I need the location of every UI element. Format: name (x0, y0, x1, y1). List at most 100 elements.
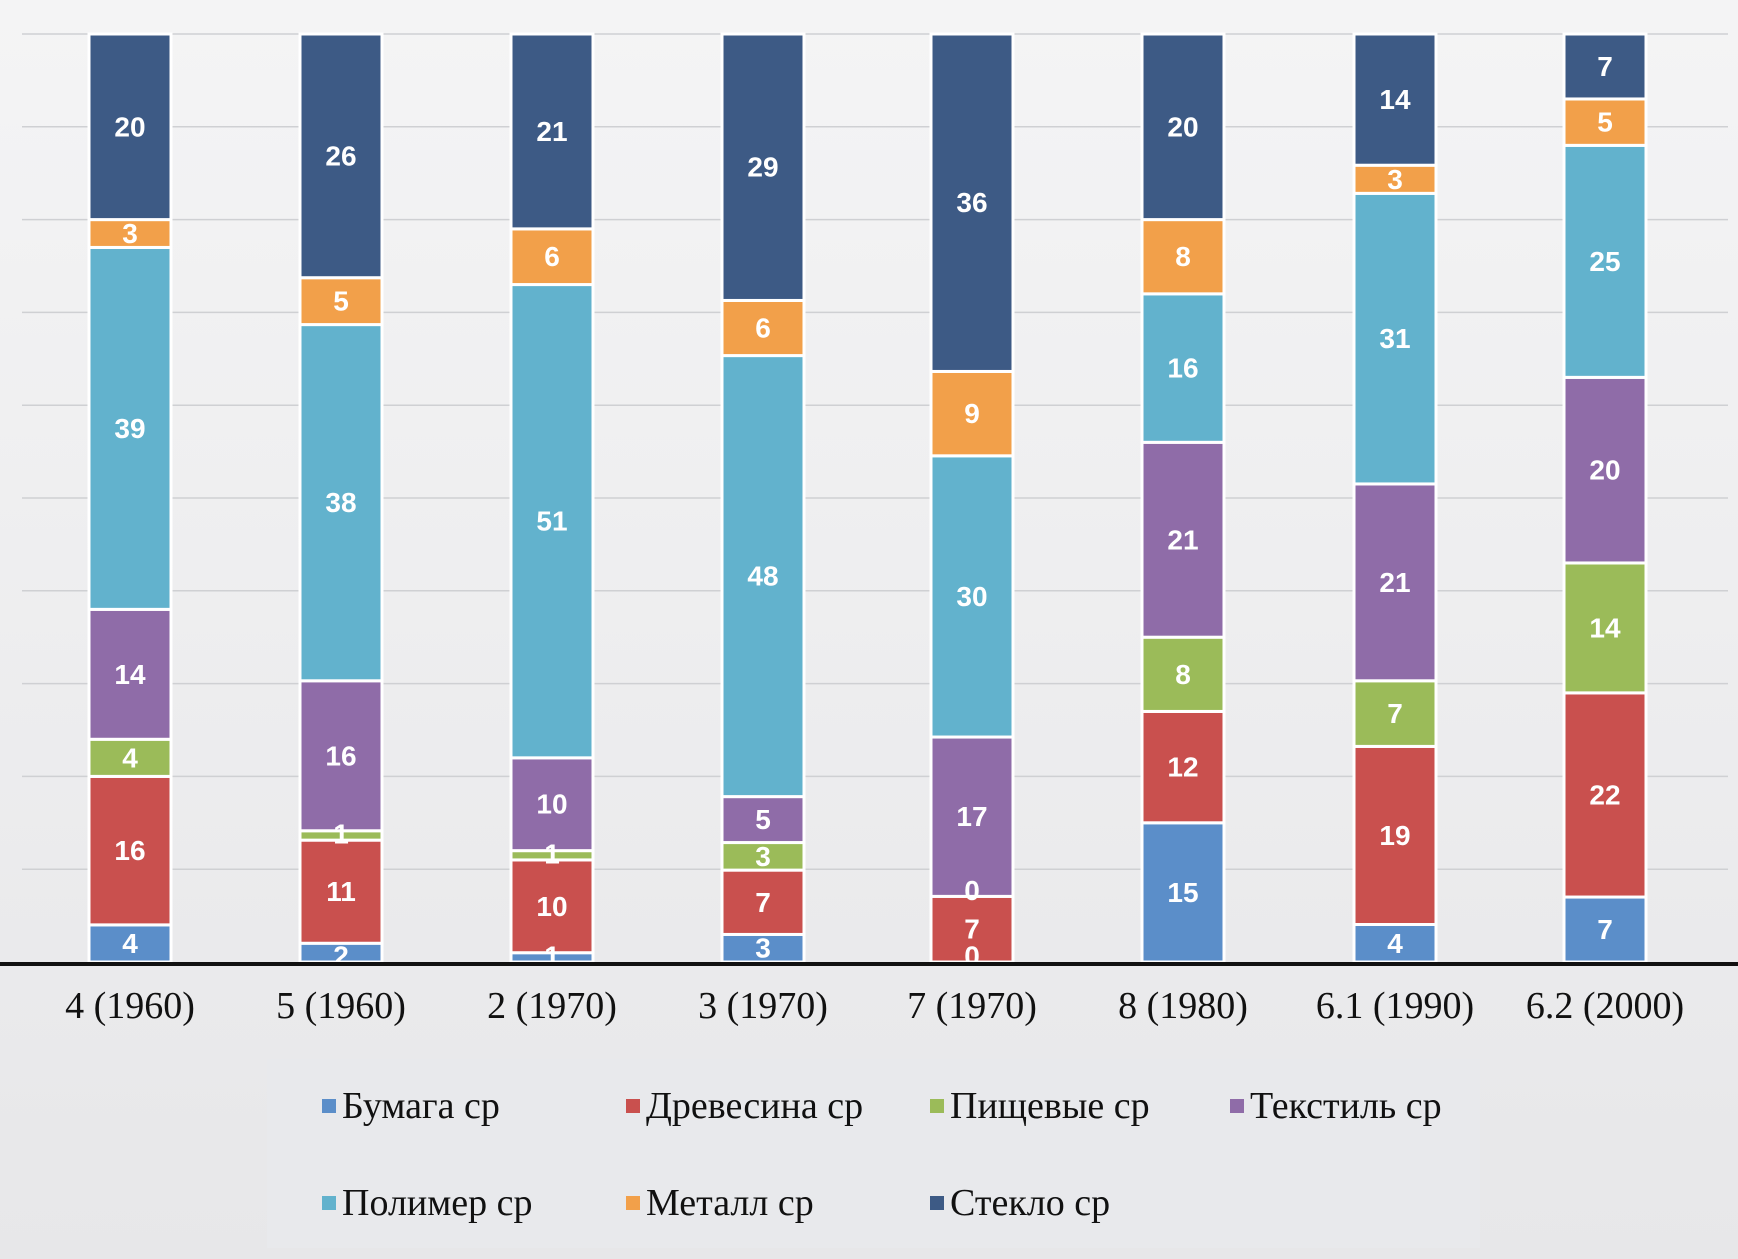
data-label-0-0: 4 (122, 928, 138, 959)
data-label-5-4: 9 (964, 398, 980, 429)
data-label-5-0: 3 (122, 218, 138, 249)
data-label-5-7: 5 (1597, 107, 1613, 138)
data-label-6-2: 21 (536, 116, 567, 147)
data-label-2-5: 8 (1175, 659, 1191, 690)
data-label-0-4: 0 (964, 941, 980, 972)
data-label-3-7: 20 (1589, 455, 1620, 486)
data-label-2-7: 14 (1589, 612, 1621, 643)
legend-swatch-6 (930, 1196, 944, 1210)
bar-4-4 (929, 454, 1015, 739)
data-label-2-6: 7 (1387, 698, 1403, 729)
bar-5-1 (298, 276, 384, 327)
legend-swatch-2 (930, 1099, 944, 1113)
data-label-4-7: 25 (1589, 246, 1620, 277)
bar-5-4 (929, 369, 1015, 458)
data-label-5-1: 5 (333, 286, 349, 317)
legend-label-6: Стекло ср (950, 1182, 1110, 1224)
data-label-2-2: 1 (544, 838, 560, 869)
x-tick-label: 4 (1960) (65, 985, 195, 1027)
data-label-1-3: 7 (755, 887, 771, 918)
data-label-4-2: 51 (536, 506, 567, 537)
data-label-6-7: 7 (1597, 51, 1613, 82)
data-label-0-7: 7 (1597, 914, 1613, 945)
data-label-6-1: 26 (325, 140, 356, 171)
data-label-4-3: 48 (747, 561, 778, 592)
bar-2-0 (87, 737, 173, 778)
x-tick-labels: 4 (1960) 5 (1960) 2 (1970) 3 (1970) 7 (1970)… (65, 985, 1684, 1027)
data-label-4-5: 16 (1167, 353, 1198, 384)
legend-label-0: Бумага ср (342, 1085, 500, 1127)
data-label-4-0: 39 (114, 413, 145, 444)
bar-4-0 (87, 245, 173, 611)
data-label-6-6: 14 (1379, 84, 1411, 115)
bar-4-5 (1140, 292, 1226, 444)
data-label-6-5: 20 (1167, 111, 1198, 142)
legend-label-2: Пищевые ср (950, 1085, 1150, 1127)
bar-1-1 (298, 838, 384, 945)
data-label-3-5: 21 (1167, 524, 1198, 555)
data-label-3-3: 5 (755, 804, 771, 835)
bar-2-5 (1140, 635, 1226, 713)
data-label-1-6: 19 (1379, 820, 1410, 851)
data-label-1-5: 12 (1167, 752, 1198, 783)
legend-swatch-3 (1230, 1099, 1244, 1113)
bar-5-7 (1562, 97, 1648, 147)
data-label-4-4: 30 (956, 581, 987, 612)
data-label-2-3: 3 (755, 841, 771, 872)
data-label-1-1: 11 (326, 876, 356, 907)
data-label-5-6: 3 (1387, 164, 1403, 195)
legend: Бумага ср Древесина ср Пищевые ср Текстиль … (267, 1059, 1480, 1248)
data-label-5-5: 8 (1175, 241, 1191, 272)
data-label-0-6: 4 (1387, 928, 1403, 959)
gridlines (22, 33, 1728, 870)
bar-6-0 (87, 32, 173, 222)
data-label-2-0: 4 (122, 742, 138, 773)
data-label-0-2: 1 (544, 941, 560, 972)
legend-label-3: Текстиль ср (1250, 1085, 1442, 1127)
bar-6-6 (1352, 32, 1438, 167)
bar-3-4 (929, 735, 1015, 898)
bar-6-4 (929, 32, 1015, 373)
bar-1-2 (509, 858, 595, 955)
data-label-3-4: 17 (956, 801, 987, 832)
x-tick-label: 8 (1980) (1118, 985, 1248, 1027)
data-label-1-7: 22 (1589, 779, 1620, 810)
legend-label-1: Древесина ср (646, 1085, 863, 1127)
x-tick-label: 6.1 (1990) (1316, 985, 1474, 1027)
bar-6-3 (720, 32, 806, 302)
x-tick-label: 3 (1970) (698, 985, 828, 1027)
bar-3-2 (509, 756, 595, 853)
data-label-1-0: 16 (114, 835, 145, 866)
data-label-3-6: 21 (1379, 567, 1410, 598)
legend-swatch-5 (626, 1196, 640, 1210)
bar-6-7 (1562, 32, 1648, 101)
data-label-6-0: 20 (114, 111, 145, 142)
bar-1-3 (720, 868, 806, 936)
bar-3-0 (87, 607, 173, 741)
legend-label-5: Металл ср (646, 1182, 814, 1224)
data-label-3-2: 10 (536, 789, 567, 820)
data-label-0-1: 2 (333, 941, 349, 972)
data-label-5-3: 6 (755, 313, 771, 344)
bar-0-7 (1562, 895, 1648, 964)
legend-swatch-4 (322, 1196, 336, 1210)
x-tick-label: 5 (1960) (276, 985, 406, 1027)
data-label-2-1: 1 (333, 819, 349, 850)
bar-3-5 (1140, 440, 1226, 639)
data-label-6-4: 36 (956, 187, 987, 218)
x-tick-label: 2 (1970) (487, 985, 617, 1027)
bar-6-5 (1140, 32, 1226, 222)
data-label-4-1: 38 (325, 487, 356, 518)
data-label-6-3: 29 (747, 152, 778, 183)
bar-3-7 (1562, 375, 1648, 565)
x-tick-label: 6.2 (2000) (1526, 985, 1684, 1027)
bar-4-2 (509, 283, 595, 760)
data-label-4-6: 31 (1379, 323, 1410, 354)
legend-swatch-1 (626, 1099, 640, 1113)
bar-5-2 (509, 227, 595, 287)
legend-label-4: Полимер ср (342, 1182, 533, 1224)
bar-1-7 (1562, 691, 1648, 899)
x-tick-label: 7 (1970) (907, 985, 1037, 1027)
